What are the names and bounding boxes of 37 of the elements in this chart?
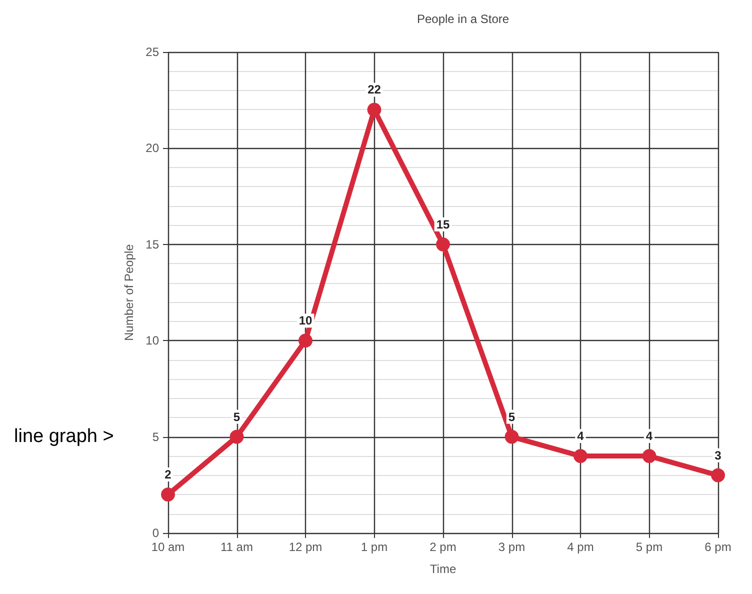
y-tick-label: 10 — [146, 334, 160, 348]
y-tick-label: 5 — [152, 430, 160, 444]
x-tick-label: 11 am — [220, 540, 253, 554]
point — [230, 430, 244, 444]
point — [367, 102, 382, 117]
data-label: 4 — [577, 429, 584, 444]
y-tick-label: 15 — [146, 237, 160, 252]
text: line graph > — [14, 426, 114, 447]
x-tick-label: 2 pm — [430, 540, 456, 554]
data-label: 22 — [368, 82, 382, 97]
data-label: 5 — [508, 410, 516, 424]
point — [161, 488, 175, 502]
point — [711, 468, 725, 482]
data-label: 3 — [714, 448, 722, 462]
x-tick-label: 12 pm — [288, 540, 322, 554]
x-tick-label: 6 pm — [704, 540, 732, 554]
data-label: 2 — [164, 468, 172, 482]
y-tick-label: 25 — [146, 45, 160, 59]
x-tick-label: 3 pm — [498, 540, 526, 554]
x-tick-label: 10 am — [151, 540, 185, 554]
x-axis-title: Time — [430, 562, 456, 576]
point — [436, 237, 450, 252]
point — [642, 449, 656, 464]
point — [574, 449, 588, 464]
point — [298, 334, 312, 348]
y-axis-title: Number of People — [122, 244, 136, 341]
data-label: 5 — [233, 410, 240, 424]
chart-title: People in a Store — [416, 12, 510, 26]
x-tick-label: 4 pm — [567, 540, 594, 554]
point — [504, 430, 519, 444]
x-tick-label: 5 pm — [636, 540, 663, 554]
y-tick-label: 20 — [146, 141, 160, 156]
x-tick-label: 1 pm — [360, 540, 388, 554]
y-tick-label: 0 — [152, 526, 160, 540]
data-label: 4 — [646, 429, 653, 444]
data-label: 10 — [298, 314, 312, 328]
data-label: 15 — [436, 217, 450, 232]
